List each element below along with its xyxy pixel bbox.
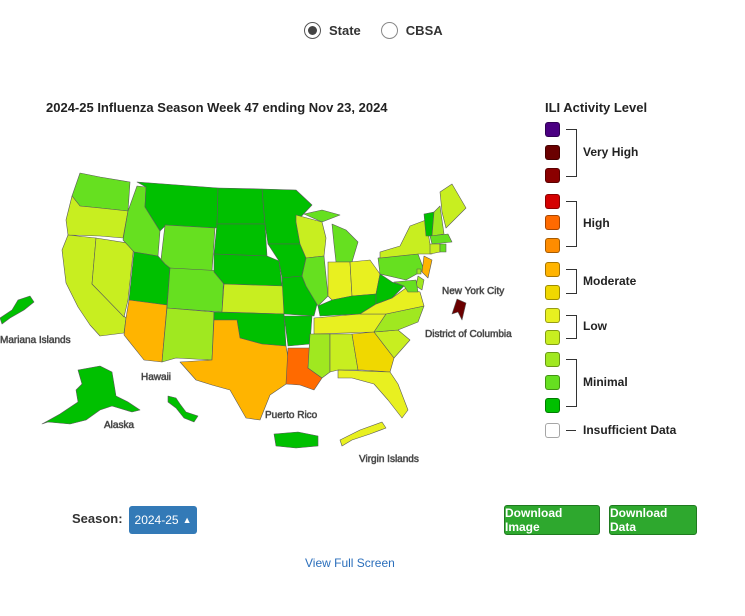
state-MD[interactable] <box>393 279 419 293</box>
legend-swatch-minimal-3 <box>545 398 560 413</box>
state-NM[interactable] <box>161 307 215 363</box>
view-toggle: State CBSA <box>304 22 463 39</box>
state-SD[interactable] <box>213 223 268 257</box>
label-mariana: Mariana Islands <box>0 335 71 346</box>
state-PR[interactable] <box>273 431 319 449</box>
legend-swatch-very-high-2 <box>545 145 560 160</box>
legend-swatch-insufficient <box>545 423 560 438</box>
legend-label-high: High <box>583 216 610 230</box>
label-nyc: New York City <box>442 286 504 297</box>
state-NJ[interactable] <box>421 255 433 279</box>
legend-swatch-high-3 <box>545 194 560 209</box>
state-KS[interactable] <box>221 283 285 315</box>
view-full-screen-link[interactable]: View Full Screen <box>305 556 395 570</box>
state-WA[interactable] <box>71 172 131 212</box>
state-NE[interactable] <box>213 253 283 287</box>
legend-swatch-very-high-3 <box>545 122 560 137</box>
state-radio[interactable]: State <box>304 22 361 39</box>
label-dc: District of Columbia <box>425 329 512 340</box>
season-label: Season: <box>72 511 123 526</box>
state-MI-upper[interactable] <box>303 209 341 223</box>
cbsa-radio-indicator[interactable] <box>380 22 398 39</box>
state-NC[interactable] <box>373 305 425 333</box>
state-NH[interactable] <box>431 205 445 237</box>
download-image-button[interactable]: Download Image <box>504 505 600 535</box>
legend-bracket <box>566 129 577 177</box>
us-map: Mariana Islands Hawaii Alaska Puerto Ric… <box>0 172 512 465</box>
state-OH[interactable] <box>349 259 381 297</box>
cbsa-radio[interactable]: CBSA <box>380 22 443 39</box>
map-title: 2024-25 Influenza Season Week 47 ending … <box>46 100 388 115</box>
state-HI[interactable] <box>167 395 199 423</box>
legend-label-insufficient-data: Insufficient Data <box>583 423 677 437</box>
legend-bracket <box>566 269 577 294</box>
state-ME[interactable] <box>439 183 467 229</box>
label-puerto-rico: Puerto Rico <box>265 410 318 421</box>
state-ND[interactable] <box>216 187 266 225</box>
state-AR[interactable] <box>283 315 313 347</box>
state-VI[interactable] <box>339 421 387 447</box>
legend-tick <box>566 430 576 431</box>
legend-bracket <box>566 315 577 339</box>
state-MA[interactable] <box>429 233 453 245</box>
state-radio-label[interactable]: State <box>329 23 361 38</box>
legend-swatch-high-1 <box>545 238 560 253</box>
season-value: 2024-25 <box>134 513 179 527</box>
legend-title: ILI Activity Level <box>545 100 648 115</box>
state-AZ[interactable] <box>123 299 168 363</box>
season-dropdown[interactable]: 2024-25 ▲ <box>129 506 197 534</box>
state-MP[interactable] <box>0 295 35 325</box>
state-DC[interactable] <box>416 268 422 275</box>
state-IN[interactable] <box>327 261 353 301</box>
state-MI[interactable] <box>331 223 359 263</box>
legend-swatch-moderate-1 <box>545 285 560 300</box>
state-CO[interactable] <box>166 267 225 313</box>
state-AL[interactable] <box>329 333 359 373</box>
label-hawaii: Hawaii <box>141 372 171 383</box>
state-PA[interactable] <box>377 253 425 281</box>
legend-swatch-low-2 <box>545 330 560 345</box>
state-NYC[interactable] <box>451 298 467 321</box>
download-data-button[interactable]: Download Data <box>609 505 697 535</box>
legend-swatch-minimal-2 <box>545 375 560 390</box>
state-radio-indicator[interactable] <box>304 22 321 39</box>
state-RI[interactable] <box>439 243 447 253</box>
label-alaska: Alaska <box>104 420 134 431</box>
state-MS[interactable] <box>307 333 331 379</box>
state-CT[interactable] <box>429 243 441 255</box>
legend-bracket <box>566 201 577 247</box>
state-AK[interactable] <box>41 365 141 425</box>
legend-swatch-high-2 <box>545 215 560 230</box>
cbsa-radio-label[interactable]: CBSA <box>405 23 443 38</box>
legend-swatch-low-1 <box>545 308 560 323</box>
state-TX[interactable] <box>179 319 293 421</box>
legend-label-low: Low <box>583 319 607 333</box>
legend-label-very-high: Very High <box>583 145 639 159</box>
caret-up-icon: ▲ <box>182 515 192 525</box>
legend-swatch-moderate-2 <box>545 262 560 277</box>
label-virgin-islands: Virgin Islands <box>359 454 419 465</box>
state-FL[interactable] <box>337 369 409 419</box>
legend-bracket <box>566 359 577 407</box>
state-NY[interactable] <box>379 219 433 259</box>
legend-swatch-very-high-1 <box>545 168 560 183</box>
legend-swatch-minimal-1 <box>545 352 560 367</box>
legend-label-minimal: Minimal <box>583 375 628 389</box>
legend-label-moderate: Moderate <box>583 273 637 288</box>
state-OR[interactable] <box>65 195 129 239</box>
state-WY[interactable] <box>159 224 216 272</box>
